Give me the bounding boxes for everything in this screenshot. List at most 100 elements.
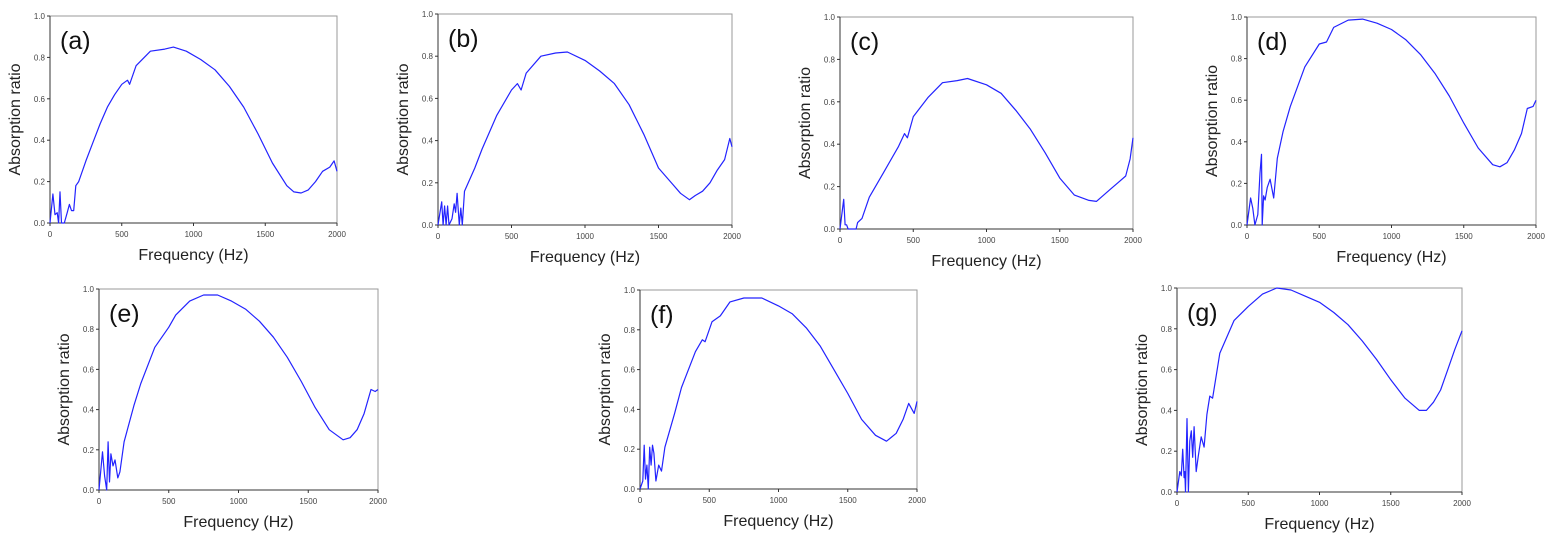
x-tick-label: 1500	[1051, 236, 1069, 245]
absorption-curve	[1176, 287, 1463, 493]
y-tick-label: 0.4	[1161, 406, 1173, 415]
x-tick-label: 1500	[256, 230, 274, 239]
x-axis-label: Frequency (Hz)	[138, 247, 248, 264]
x-tick-label: 2000	[1527, 232, 1545, 241]
absorption-curve	[49, 46, 338, 224]
x-tick-label: 0	[838, 236, 843, 245]
plot-frame	[839, 16, 1134, 230]
y-axis-label: Absorption ratio	[597, 333, 614, 445]
absorption-curve	[839, 77, 1134, 230]
y-tick-label: 0.0	[1161, 488, 1173, 497]
x-tick-label: 1000	[1383, 232, 1401, 241]
panel-label: (c)	[850, 28, 879, 56]
panel-label: (g)	[1187, 299, 1218, 327]
x-axis-label: Frequency (Hz)	[530, 249, 640, 266]
y-tick-label: 0.2	[624, 445, 636, 454]
y-tick-label: 1.0	[624, 286, 636, 295]
x-tick-label: 0	[436, 232, 441, 241]
plot-frame	[437, 13, 733, 226]
x-tick-label: 1000	[230, 497, 248, 506]
y-tick-label: 0.0	[824, 225, 836, 234]
x-tick-label: 0	[97, 497, 102, 506]
y-axis-label: Absorption ratio	[1204, 65, 1221, 177]
panel-label: (b)	[448, 25, 479, 53]
x-tick-label: 1500	[650, 232, 668, 241]
x-tick-label: 0	[48, 230, 53, 239]
x-tick-label: 1000	[185, 230, 203, 239]
y-tick-label: 0.8	[422, 52, 434, 61]
y-axis-label: Absorption ratio	[1134, 334, 1151, 446]
y-tick-label: 0.0	[422, 221, 434, 230]
y-tick-label: 0.6	[422, 94, 434, 103]
y-tick-label: 1.0	[1231, 13, 1243, 22]
y-tick-label: 0.6	[83, 365, 95, 374]
y-tick-label: 0.6	[824, 98, 836, 107]
y-tick-label: 0.2	[1231, 179, 1243, 188]
x-tick-label: 1500	[299, 497, 317, 506]
panel-label: (a)	[60, 27, 91, 55]
x-axis-label: Frequency (Hz)	[723, 513, 833, 530]
y-tick-label: 0.4	[824, 140, 836, 149]
absorption-curve	[1246, 18, 1537, 226]
y-axis-label: Absorption ratio	[395, 63, 412, 175]
chart-panel-b: 0.0 0.2 0.4 0.6 0.8 1.0 0 500 1000 1500 2000 Freque…	[395, 10, 741, 266]
x-tick-label: 1000	[978, 236, 996, 245]
x-tick-label: 1000	[576, 232, 594, 241]
x-tick-label: 0	[1175, 499, 1180, 508]
y-tick-label: 0.8	[1161, 325, 1173, 334]
absorption-curve	[98, 294, 379, 491]
y-tick-label: 0.8	[624, 326, 636, 335]
x-tick-label: 500	[703, 496, 717, 505]
y-tick-label: 0.4	[422, 137, 434, 146]
chart-panel-a: 0.0 0.2 0.4 0.6 0.8 1.0 0 500 1000 1500 2000 Freque…	[7, 12, 346, 264]
y-tick-label: 1.0	[34, 12, 46, 21]
x-axis-label: Frequency (Hz)	[1264, 516, 1374, 533]
x-tick-label: 2000	[1124, 236, 1142, 245]
x-tick-label: 500	[505, 232, 519, 241]
x-tick-label: 2000	[328, 230, 346, 239]
chart-panel-g: 0.0 0.2 0.4 0.6 0.8 1.0 0 500 1000 1500 2000 Freque…	[1134, 284, 1471, 533]
y-tick-label: 1.0	[422, 10, 434, 19]
y-tick-label: 0.4	[34, 136, 46, 145]
y-tick-label: 0.8	[1231, 55, 1243, 64]
y-tick-label: 0.6	[624, 366, 636, 375]
y-tick-label: 0.2	[83, 446, 95, 455]
x-tick-label: 500	[1242, 499, 1256, 508]
y-tick-label: 0.2	[34, 178, 46, 187]
y-tick-label: 0.8	[34, 53, 46, 62]
x-tick-label: 1500	[839, 496, 857, 505]
chart-panel-f: 0.0 0.2 0.4 0.6 0.8 1.0 0 500 1000 1500 2000 Freque…	[597, 286, 926, 530]
y-tick-label: 0.2	[1161, 447, 1173, 456]
y-tick-label: 0.6	[1231, 96, 1243, 105]
panel-label: (d)	[1257, 28, 1288, 56]
chart-panel-d: 0.0 0.2 0.4 0.6 0.8 1.0 0 500 1000 1500 2000 Freque…	[1204, 13, 1545, 266]
y-tick-label: 0.4	[1231, 138, 1243, 147]
y-tick-label: 0.6	[1161, 366, 1173, 375]
y-tick-label: 0.8	[83, 325, 95, 334]
x-axis-label: Frequency (Hz)	[1336, 249, 1446, 266]
y-tick-label: 0.6	[34, 95, 46, 104]
x-tick-label: 2000	[908, 496, 926, 505]
absorption-curve	[639, 297, 918, 490]
chart-panel-c: 0.0 0.2 0.4 0.6 0.8 1.0 0 500 1000 1500 2000 Freque…	[797, 13, 1142, 270]
y-tick-label: 0.4	[624, 405, 636, 414]
y-tick-label: 0.0	[34, 219, 46, 228]
y-tick-label: 0.0	[83, 486, 95, 495]
x-axis-label: Frequency (Hz)	[931, 253, 1041, 270]
plot-frame	[1246, 16, 1537, 226]
absorption-curve	[437, 51, 733, 226]
plot-frame	[1176, 287, 1463, 493]
y-tick-label: 0.2	[422, 179, 434, 188]
y-axis-label: Absorption ratio	[7, 63, 24, 175]
x-tick-label: 0	[638, 496, 643, 505]
x-tick-label: 500	[907, 236, 921, 245]
x-tick-label: 500	[115, 230, 129, 239]
x-tick-label: 1000	[770, 496, 788, 505]
chart-panel-e: 0.0 0.2 0.4 0.6 0.8 1.0 0 500 1000 1500 2000 Freque…	[56, 285, 387, 531]
y-tick-label: 1.0	[83, 285, 95, 294]
x-tick-label: 1500	[1382, 499, 1400, 508]
x-axis-label: Frequency (Hz)	[183, 514, 293, 531]
y-tick-label: 0.0	[1231, 221, 1243, 230]
y-axis-label: Absorption ratio	[797, 67, 814, 179]
x-tick-label: 1000	[1311, 499, 1329, 508]
